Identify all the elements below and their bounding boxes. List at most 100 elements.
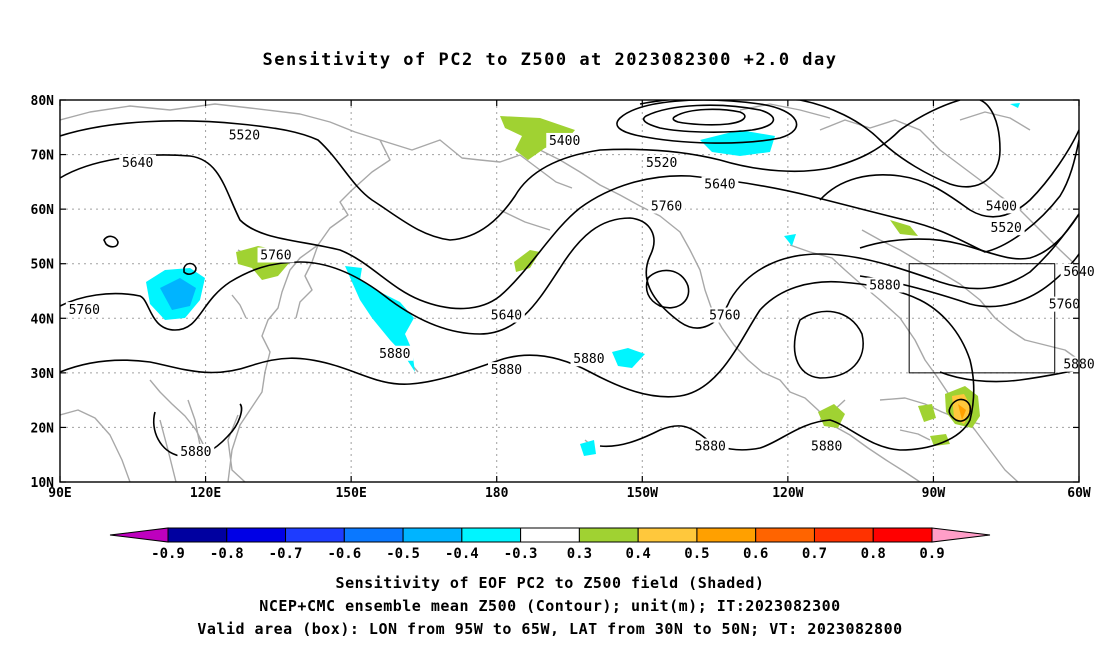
colorbar-segment <box>637 527 698 543</box>
contour-label: 5760 <box>651 199 682 214</box>
shade-negative-greenland <box>1010 103 1020 108</box>
z500-contours <box>60 100 1079 458</box>
contour-label-bg <box>987 220 1025 236</box>
contour-5760-main <box>60 213 1079 335</box>
colorbar-label: 0.4 <box>626 546 651 562</box>
contour-small-closed-japan <box>183 262 197 275</box>
contour-label-bg <box>119 154 157 170</box>
shade-positive-mexico <box>818 404 845 428</box>
contour-label: 5520 <box>646 156 677 171</box>
contour-5520-west <box>60 100 961 241</box>
lat-label: 10N <box>31 476 55 491</box>
colorbar-segment <box>755 527 815 543</box>
lat-label: 60N <box>31 203 55 218</box>
contour-label-bg <box>643 154 681 170</box>
lat-label: 30N <box>31 367 55 382</box>
contour-5880-closed-us <box>793 310 864 379</box>
colorbar-max-arrow <box>931 527 991 543</box>
contour-label: 5640 <box>122 156 153 171</box>
colorbar-segment <box>696 527 757 543</box>
colorbar: -0.9 -0.8 -0.7 -0.6 -0.5 -0.4 -0.3 0.3 0.4 0.5 0.6… <box>109 527 991 562</box>
lat-label: 50N <box>31 258 55 273</box>
colorbar-label: -0.9 <box>151 546 185 562</box>
contour-5640-west <box>60 139 1079 310</box>
colorbar-label: 0.6 <box>743 546 768 562</box>
contour-5400-ring-3 <box>672 108 746 126</box>
lon-label: 60W <box>1067 486 1091 501</box>
shade-negative-kuril <box>345 266 415 372</box>
shade-positive-hudson <box>890 220 918 236</box>
contour-label: 5760 <box>709 309 740 324</box>
shade-positive-arctic <box>500 116 575 160</box>
colorbar-label: -0.7 <box>269 546 303 562</box>
contour-label-bg <box>866 277 904 293</box>
shade-positive-caribbean-2 <box>930 434 950 446</box>
shade-positive-pacific <box>514 250 540 272</box>
colorbar-segment <box>813 527 874 543</box>
colorbar-label: -0.6 <box>327 546 361 562</box>
contour-label: 5880 <box>379 347 410 362</box>
contour-label-bg <box>648 198 685 214</box>
gridlines <box>60 100 1079 482</box>
lat-label: 80N <box>31 94 55 109</box>
colorbar-label: 0.5 <box>684 546 709 562</box>
caption-shading: Sensitivity of EOF PC2 to Z500 field (Sh… <box>335 574 765 592</box>
contour-label-bg <box>570 351 608 367</box>
colorbar-min-arrow <box>109 527 169 543</box>
contour-5520-east <box>819 129 1079 218</box>
longitude-axis: 90E 120E 150E 180 150W 120W 90W 60W <box>48 100 1091 501</box>
shade-negative-canada <box>784 234 796 246</box>
contour-label: 5880 <box>695 440 726 455</box>
colorbar-segment <box>578 527 639 543</box>
contour-label: 5520 <box>229 128 260 143</box>
colorbar-segment <box>461 527 522 543</box>
contour-label-bg <box>701 176 739 192</box>
contour-5760-closed-pacific <box>645 269 690 309</box>
contour-5880-atlantic-closed <box>948 398 972 422</box>
colorbar-segment <box>226 527 287 543</box>
colorbar-segment <box>872 527 933 543</box>
lon-label: 150W <box>627 486 658 501</box>
contour-label-bg <box>225 127 263 143</box>
colorbar-segment <box>167 527 228 543</box>
lon-label: 150E <box>335 486 366 501</box>
contour-label: 5760 <box>260 249 291 264</box>
contour-label-bg <box>488 307 525 323</box>
lat-label: 70N <box>31 149 55 164</box>
contour-label-bg <box>691 438 729 454</box>
lon-label: 90E <box>48 486 71 501</box>
contour-label-bg <box>546 132 584 148</box>
contour-label-bg <box>808 438 846 454</box>
colorbar-segment <box>285 527 345 543</box>
shade-negative-hawaii <box>580 440 596 456</box>
shade-positive-caribbean <box>918 404 936 422</box>
contour-label-bg <box>488 362 525 378</box>
contour-label-bg <box>257 247 295 263</box>
contour-label-bg <box>706 307 744 323</box>
contour-5400-ring-2 <box>642 104 775 133</box>
lon-label: 180 <box>485 486 509 501</box>
contour-label-bg <box>65 302 103 318</box>
valid-area-box <box>908 263 1056 374</box>
lon-label: 120W <box>772 486 803 501</box>
contour-label: 5520 <box>991 221 1022 236</box>
contour-label: 5880 <box>491 363 522 378</box>
contour-label: 5400 <box>549 134 580 149</box>
plot-frame <box>59 99 1080 483</box>
contour-label-bg <box>177 443 215 459</box>
contour-5880-main <box>60 280 975 451</box>
lat-label: 40N <box>31 312 55 327</box>
contour-label-bg <box>982 198 1020 214</box>
lat-label: 20N <box>31 421 55 436</box>
contour-label-bg <box>376 345 414 361</box>
chart-title: Sensitivity of PC2 to Z500 at 2023082300… <box>262 50 838 70</box>
contour-label-bg <box>1046 296 1083 312</box>
contour-label: 5760 <box>1049 298 1080 313</box>
colorbar-segment <box>402 527 463 543</box>
colorbar-label: 0.7 <box>802 546 827 562</box>
contour-5880-east <box>939 369 1079 383</box>
contour-label: 5880 <box>869 279 900 294</box>
shade-negative-subtropics <box>612 348 645 368</box>
colorbar-segment <box>520 527 580 543</box>
shade-negative-asia-core <box>160 278 196 310</box>
